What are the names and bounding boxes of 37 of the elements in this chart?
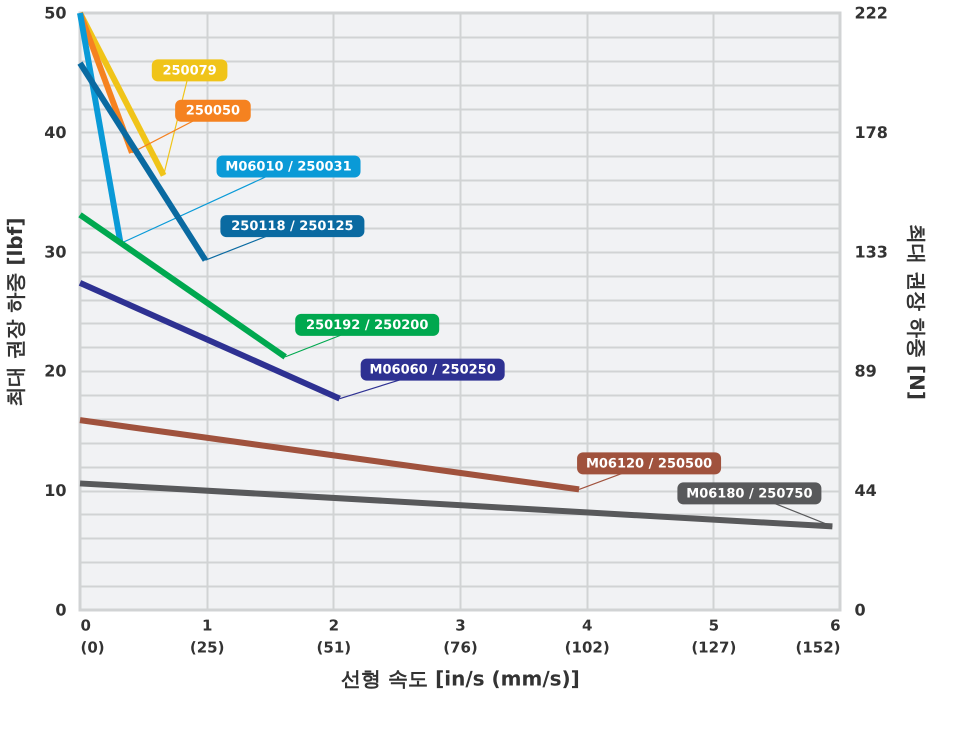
y2-tick-label: 222	[854, 4, 888, 22]
text: 250079	[162, 63, 217, 78]
x2-tick-label: (25)	[190, 638, 224, 656]
x2-tick-label: (102)	[564, 638, 610, 656]
x2-tick-label: (152)	[795, 638, 840, 656]
text: 250192 / 250200	[306, 318, 428, 333]
y2-axis-title: 최대 권장 하중 [N]	[904, 224, 929, 400]
y-tick-label: 50	[44, 4, 66, 22]
text: 250118 / 250125	[231, 219, 354, 234]
series-label: M06180 / 250750	[686, 486, 813, 502]
text: 250050	[186, 104, 240, 119]
y2-tick-label: 178	[854, 122, 888, 142]
y2-tick-label: 133	[854, 242, 888, 262]
y-tick-label: 20	[44, 362, 66, 381]
x2-tick-label: (76)	[443, 638, 478, 656]
text: M06060 / 250250	[370, 362, 496, 378]
x2-tick-label: (51)	[316, 638, 352, 656]
x-tick-label: 5	[708, 616, 720, 634]
x-tick-label: 1	[202, 616, 212, 634]
y2-tick-label: 44	[854, 481, 877, 500]
y-axis-title: 최대 권장 하중 [lbf]	[3, 217, 28, 407]
x2-tick-label: (0)	[80, 638, 105, 656]
y2-tick-label: 89	[854, 362, 877, 381]
x-tick-label: 2	[328, 616, 340, 634]
x-tick-label: 0	[80, 616, 91, 634]
text: M06010 / 250031	[225, 159, 352, 174]
x-axis-title: 선형 속도 [in/s (mm/s)]	[341, 666, 580, 690]
x-tick-label: 6	[830, 616, 840, 634]
y-tick-label: 30	[44, 242, 66, 262]
y-tick-label: 40	[44, 122, 66, 142]
y-tick-label: 0	[55, 600, 66, 620]
series-label: M06120 / 250500	[586, 456, 712, 472]
x-tick-label: 3	[455, 616, 466, 634]
x-tick-label: 4	[582, 616, 592, 634]
x2-tick-label: (127)	[691, 638, 736, 656]
y2-tick-label: 0	[854, 600, 866, 620]
y-tick-label: 10	[44, 481, 66, 500]
